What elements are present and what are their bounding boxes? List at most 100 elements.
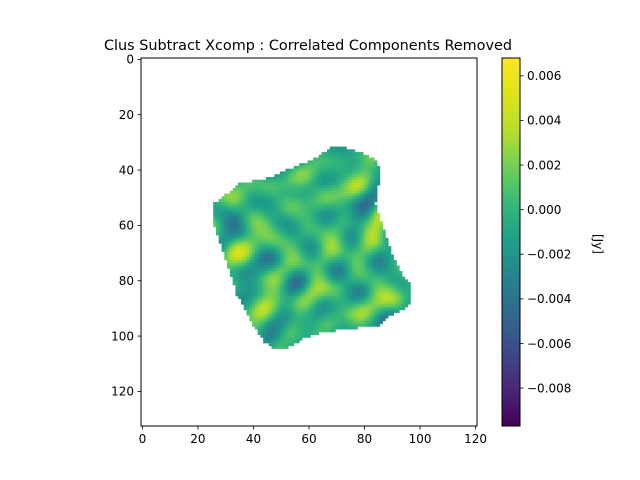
heatmap-cell [257, 329, 261, 333]
heatmap-cell [277, 304, 281, 308]
heatmap-cell [299, 174, 303, 178]
x-tick-label: 40 [246, 432, 261, 446]
heatmap-cell [310, 276, 314, 280]
heatmap-cell [338, 193, 342, 197]
heatmap-cell [277, 229, 281, 233]
heatmap-cell [254, 243, 258, 247]
heatmap-cell [324, 295, 328, 300]
heatmap-cell [332, 251, 336, 255]
heatmap-cell [282, 295, 286, 300]
heatmap-cell [368, 174, 372, 178]
heatmap-cell [304, 240, 308, 244]
heatmap-cell [293, 307, 297, 311]
heatmap-cell [329, 163, 333, 167]
heatmap-cell [371, 240, 375, 244]
heatmap-cell [288, 179, 292, 183]
heatmap-cell [260, 199, 264, 203]
heatmap-cell [329, 226, 333, 230]
heatmap-cell [340, 251, 345, 255]
heatmap-cell [324, 320, 328, 324]
heatmap-cell [263, 334, 267, 338]
heatmap-cell [385, 237, 389, 241]
heatmap-cell [377, 229, 381, 233]
heatmap-cell [285, 210, 289, 214]
heatmap-cell [365, 248, 370, 253]
heatmap-cell [268, 257, 272, 261]
heatmap-cell [335, 218, 339, 222]
heatmap-cell [279, 221, 283, 225]
heatmap-cell [263, 295, 267, 300]
heatmap-cell [379, 246, 383, 250]
heatmap-cell [218, 204, 222, 208]
heatmap-cell [321, 229, 325, 233]
heatmap-cell [304, 276, 308, 280]
heatmap-cell [382, 240, 386, 244]
heatmap-cell [279, 204, 283, 208]
heatmap-cell [274, 201, 278, 205]
heatmap-cell [393, 293, 397, 297]
heatmap-cell [299, 287, 303, 291]
heatmap-cell [282, 188, 286, 192]
heatmap-cell [304, 218, 308, 222]
heatmap-cell [349, 293, 353, 297]
heatmap-cell [268, 271, 272, 275]
heatmap-cell [293, 259, 297, 264]
heatmap-cell [315, 265, 320, 269]
heatmap-cell [363, 237, 367, 241]
heatmap-cell [313, 163, 317, 167]
heatmap-cell [274, 240, 278, 244]
heatmap-cell [254, 240, 258, 244]
heatmap-cell [338, 179, 342, 183]
heatmap-cell [252, 218, 256, 222]
heatmap-cell [357, 246, 361, 250]
heatmap-cell [299, 221, 303, 225]
heatmap-cell [338, 284, 342, 289]
heatmap-cell [371, 293, 375, 297]
heatmap-cell [363, 221, 367, 225]
heatmap-cell [268, 323, 272, 327]
heatmap-cell [302, 293, 306, 297]
heatmap-cell [340, 182, 345, 186]
heatmap-cell [335, 237, 339, 241]
heatmap-cell [265, 232, 270, 236]
heatmap-cell [340, 301, 345, 305]
heatmap-cell [246, 251, 250, 255]
heatmap-cell [279, 174, 283, 178]
heatmap-cell [299, 201, 303, 205]
heatmap-cell [246, 215, 250, 219]
heatmap-cell [246, 287, 250, 291]
heatmap-cell [360, 295, 364, 300]
heatmap-cell [374, 246, 378, 250]
heatmap-cell [299, 251, 303, 255]
heatmap-cell [385, 259, 389, 264]
heatmap-cell [232, 246, 236, 250]
heatmap-cell [340, 273, 345, 277]
heatmap-cell [327, 235, 331, 239]
heatmap-cell [257, 309, 261, 313]
heatmap-cell [265, 207, 270, 211]
heatmap-cell [285, 323, 289, 327]
heatmap-cell [246, 190, 250, 194]
heatmap-cell [329, 240, 333, 244]
heatmap-cell [360, 284, 364, 289]
heatmap-cell [332, 163, 336, 167]
heatmap-cell [252, 243, 256, 247]
heatmap-cell [282, 174, 286, 178]
heatmap-cell [235, 243, 239, 247]
heatmap-cell [332, 298, 336, 302]
heatmap-cell [213, 224, 217, 228]
heatmap-cell [357, 318, 361, 322]
heatmap-cell [363, 224, 367, 228]
heatmap-cell [307, 312, 311, 316]
heatmap-cell [371, 190, 375, 194]
heatmap-cell [363, 309, 367, 313]
heatmap-cell [357, 320, 361, 324]
heatmap-cell [393, 284, 397, 289]
heatmap-cell [302, 218, 306, 222]
heatmap-cell [263, 235, 267, 239]
heatmap-cell [360, 157, 364, 161]
heatmap-cell [288, 229, 292, 233]
heatmap-cell [396, 268, 400, 272]
heatmap-cell [285, 257, 289, 261]
